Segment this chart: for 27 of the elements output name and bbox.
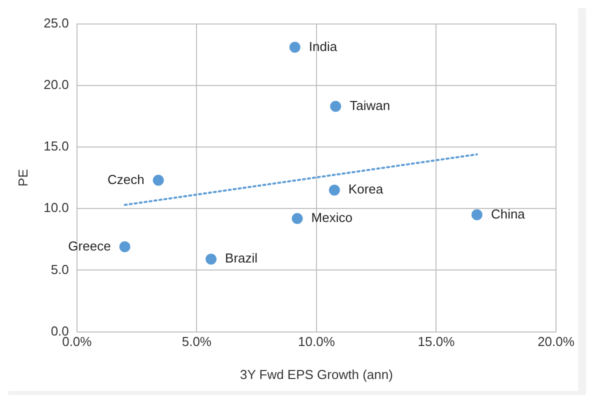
- x-tick-label: 15.0%: [418, 334, 456, 350]
- annotation: Taiwan: [350, 98, 390, 113]
- annotation: Brazil: [225, 250, 258, 266]
- x-tick-label: 20.0%: [538, 334, 575, 350]
- annotation: Korea: [348, 182, 384, 197]
- point: [152, 174, 164, 186]
- point: [471, 209, 482, 220]
- y-tick-label: 5.0: [50, 262, 69, 277]
- y-axis-title: PE: [15, 168, 30, 186]
- annotation: Mexico: [311, 210, 352, 226]
- annotation: India: [308, 38, 338, 54]
- x-tick-label: 10.0%: [298, 334, 336, 350]
- point: [119, 241, 130, 252]
- x-axis-title: 3Y Fwd EPS Growth (ann): [240, 366, 393, 382]
- point: [292, 212, 303, 224]
- y-tick-label: 15.0: [44, 138, 69, 154]
- annotation: Greece: [68, 238, 111, 254]
- x-tick-label: 5.0%: [182, 334, 212, 350]
- point: [328, 184, 340, 196]
- point: [289, 42, 300, 53]
- point: [206, 254, 217, 265]
- y-tick-label: 10.0: [44, 200, 69, 216]
- annotation: China: [490, 206, 526, 222]
- y-tick-label: 20.0: [44, 76, 69, 92]
- y-tick-label: 25.0: [44, 15, 69, 30]
- point: [330, 100, 342, 112]
- annotation: Czech: [107, 172, 144, 187]
